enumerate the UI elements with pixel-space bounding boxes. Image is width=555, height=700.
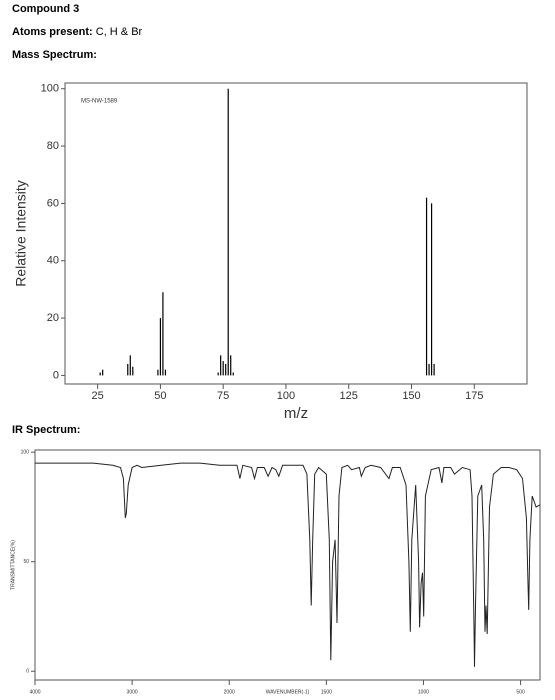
peak bbox=[433, 363, 435, 376]
peak bbox=[157, 369, 159, 376]
peak bbox=[102, 369, 104, 376]
peak bbox=[159, 318, 162, 376]
x-tick-label: 3000 bbox=[127, 689, 138, 695]
x-tick-label: 50 bbox=[154, 390, 166, 402]
x-tick-label: 125 bbox=[340, 390, 358, 402]
peak bbox=[217, 372, 219, 376]
peak bbox=[428, 363, 430, 376]
y-tick-label: 0 bbox=[53, 369, 59, 381]
plot-frame bbox=[64, 82, 528, 385]
y-axis-label: Relative Intensity bbox=[13, 180, 29, 287]
peak bbox=[99, 372, 101, 376]
atoms: C, H & Br bbox=[95, 26, 143, 38]
x-axis-label: WAVENUMBER(-1) bbox=[266, 689, 310, 695]
peak bbox=[430, 203, 433, 376]
atoms-label: Atoms present: bbox=[12, 26, 93, 38]
x-tick-label: 150 bbox=[402, 390, 420, 402]
peak bbox=[220, 355, 222, 376]
spectrum-line bbox=[35, 462, 541, 667]
x-tick-label: 1000 bbox=[418, 689, 429, 695]
x-tick-label: 175 bbox=[465, 390, 483, 402]
atoms-line: Atoms present: C, H & Br bbox=[12, 26, 142, 38]
x-tick-label: 500 bbox=[516, 689, 525, 695]
x-tick-label: 1500 bbox=[321, 689, 332, 695]
x-tick-label: 4000 bbox=[29, 689, 40, 695]
peak bbox=[127, 363, 129, 376]
peak bbox=[230, 355, 232, 376]
y-tick-label: 60 bbox=[47, 197, 59, 209]
y-tick-label: 20 bbox=[47, 312, 59, 324]
x-tick-label: 75 bbox=[217, 390, 229, 402]
peak bbox=[132, 366, 134, 376]
ir-label: IR Spectrum: bbox=[12, 424, 81, 436]
y-tick-label: 100 bbox=[41, 83, 59, 95]
y-tick-label: 100 bbox=[21, 450, 30, 456]
peak bbox=[164, 369, 167, 376]
peak bbox=[225, 363, 227, 376]
y-tick-label: 50 bbox=[23, 559, 29, 565]
peak bbox=[222, 361, 224, 376]
title: Compound 3 bbox=[12, 3, 80, 15]
ms-label: Mass Spectrum: bbox=[12, 49, 97, 61]
peak bbox=[162, 292, 164, 376]
y-tick-label: 40 bbox=[47, 255, 59, 267]
x-tick-label: 25 bbox=[92, 390, 104, 402]
annotation: MS-NW-1589 bbox=[81, 99, 118, 105]
y-tick-label: 80 bbox=[47, 140, 59, 152]
peak bbox=[425, 197, 428, 376]
y-axis-label: TRANSMITTANCE(%) bbox=[10, 540, 16, 590]
x-tick-label: 100 bbox=[277, 390, 295, 402]
peak bbox=[227, 88, 229, 376]
x-tick-label: 2000 bbox=[224, 689, 235, 695]
y-tick-label: 0 bbox=[26, 669, 29, 675]
peak bbox=[232, 372, 234, 376]
peak bbox=[129, 355, 131, 376]
plot-frame bbox=[34, 449, 541, 681]
x-axis-label: m/z bbox=[284, 405, 308, 422]
